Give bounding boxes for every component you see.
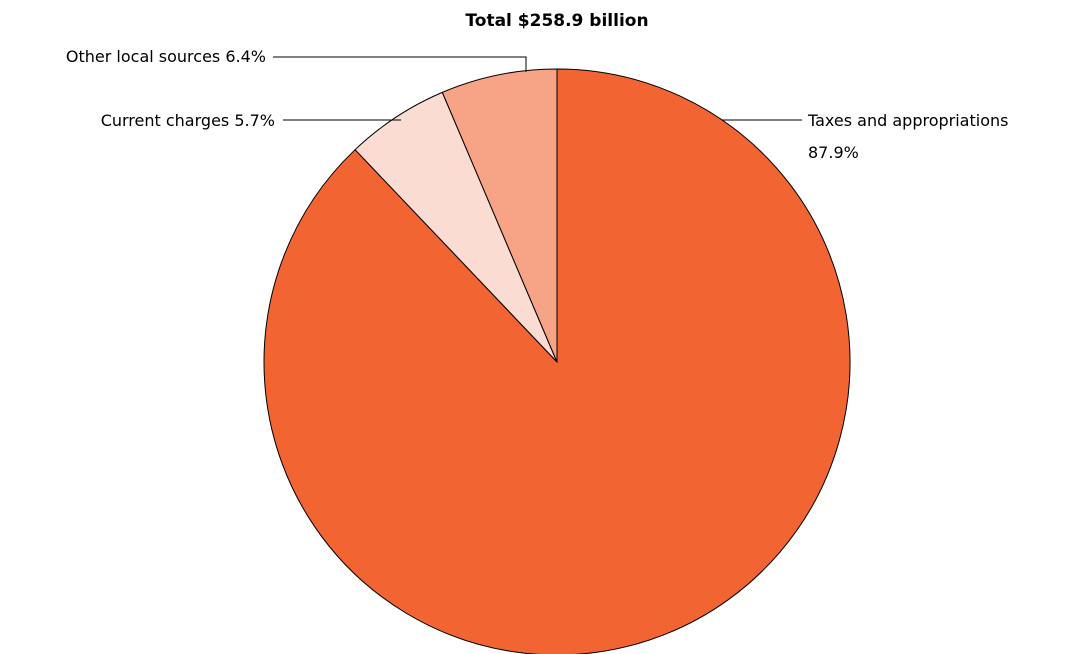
slice-taxes-and-appropriations [263,68,851,654]
slice-name-current-charges: Current charges [101,111,230,130]
slice-value-current-charges: 5.7% [234,111,275,130]
chart-title: Total $258.9 billion [465,11,648,31]
slice-label-current-charges: Current charges 5.7% [101,111,275,130]
slice-label-taxes: Taxes and appropriations [807,111,1008,130]
pie-slices [263,68,851,654]
leader-line-other-local [273,56,527,72]
slice-name-other-local: Other local sources [66,47,220,66]
slice-other-local-sources [441,68,558,363]
slice-value-other-local: 6.4% [225,47,266,66]
slice-value-taxes: 87.9% [808,143,859,162]
slice-label-other-local: Other local sources 6.4% [66,47,266,66]
